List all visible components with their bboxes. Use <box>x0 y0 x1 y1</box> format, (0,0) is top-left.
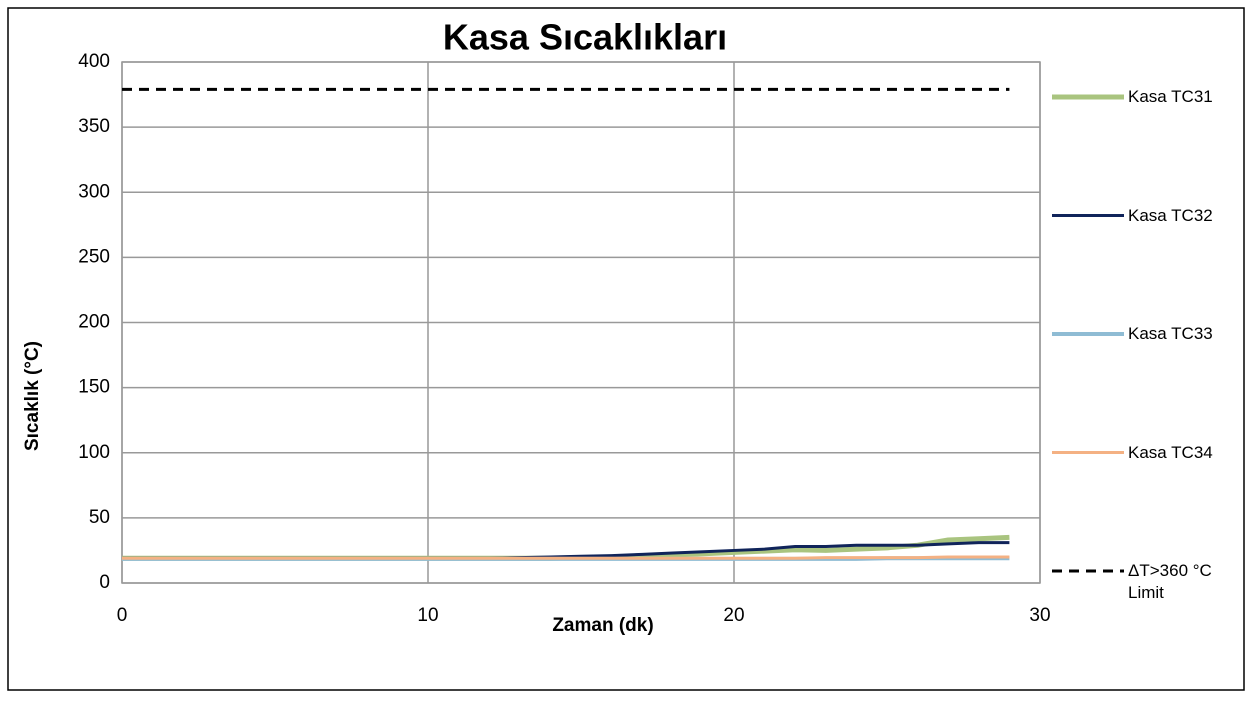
y-tick-label: 150 <box>78 377 110 398</box>
y-tick-label: 300 <box>78 181 110 202</box>
y-tick-label: 250 <box>78 246 110 267</box>
y-tick-label: 0 <box>99 572 110 593</box>
x-tick-label: 20 <box>723 605 744 626</box>
y-axis-label: Sıcaklık (°C) <box>22 341 43 451</box>
legend-label: Kasa TC32 <box>1128 205 1213 225</box>
y-tick-label: 400 <box>78 51 110 72</box>
legend-label: Kasa TC31 <box>1128 87 1213 106</box>
legend-label: Kasa TC33 <box>1128 324 1213 343</box>
legend-label: Kasa TC34 <box>1128 442 1213 462</box>
x-tick-label: 10 <box>417 605 438 626</box>
x-axis-label: Zaman (dk) <box>552 615 653 636</box>
x-tick-label: 0 <box>117 605 128 626</box>
chart-title: Kasa Sıcaklıkları <box>443 17 727 58</box>
chart-border <box>7 7 1245 691</box>
series-line <box>122 555 1010 560</box>
x-tick-label: 30 <box>1029 605 1050 626</box>
y-tick-label: 50 <box>89 507 110 528</box>
y-tick-label: 100 <box>78 442 110 463</box>
legend-label: ΔT>360 °C Limit <box>1128 561 1212 602</box>
y-tick-label: 350 <box>78 116 110 137</box>
y-tick-label: 200 <box>78 312 110 333</box>
